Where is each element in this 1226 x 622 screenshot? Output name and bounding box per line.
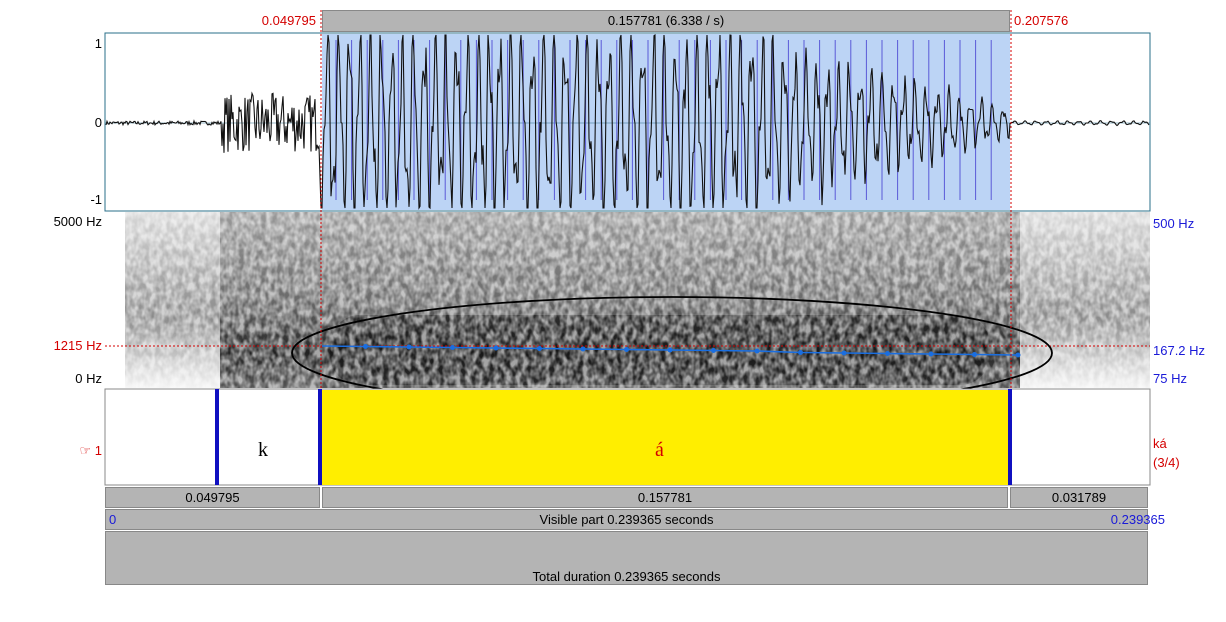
pitch-point: [407, 345, 412, 350]
amplitude-label: -1: [60, 192, 102, 207]
pitch-point: [929, 352, 934, 357]
boundary[interactable]: [1008, 389, 1012, 485]
visible-start: 0: [109, 510, 116, 529]
pitch-label: 75 Hz: [1153, 371, 1187, 386]
duration-cell[interactable]: 0.031789: [1010, 487, 1148, 508]
spectrogram-texture: [105, 212, 1150, 388]
pitch-point: [494, 346, 499, 351]
pitch-point: [450, 345, 455, 350]
frequency-label: 0 Hz: [20, 371, 102, 386]
praat-window: 0.049795 0.157781 (6.338 / s) 0.207576 1…: [0, 0, 1226, 585]
pitch-point: [363, 344, 368, 349]
visible-part-bar[interactable]: 0 Visible part 0.239365 seconds 0.239365: [105, 509, 1148, 530]
amplitude-label: 0: [60, 115, 102, 130]
pitch-label: 500 Hz: [1153, 216, 1194, 231]
boundary[interactable]: [318, 389, 322, 485]
selection-duration[interactable]: 0.157781 (6.338 / s): [322, 10, 1010, 32]
total-duration-bar[interactable]: Total duration 0.239365 seconds: [105, 531, 1148, 585]
pitch-point: [885, 351, 890, 356]
tier-info: ká: [1153, 436, 1167, 451]
pitch-point: [537, 346, 542, 351]
amplitude-label: 1: [60, 36, 102, 51]
cursor-frequency: 1215 Hz: [20, 338, 102, 353]
selection-start: 0.049795: [200, 13, 316, 28]
tier-info: (3/4): [1153, 455, 1180, 470]
pitch-point: [581, 347, 586, 352]
pitch-value: 167.2 Hz: [1153, 343, 1205, 358]
visible-part-label: Visible part 0.239365 seconds: [540, 512, 714, 527]
pitch-point: [972, 352, 977, 357]
frequency-label: 5000 Hz: [20, 214, 102, 229]
selected-interval[interactable]: [322, 390, 1009, 485]
pitch-point: [624, 347, 629, 352]
interval-text[interactable]: k: [258, 439, 268, 462]
selection-end: 0.207576: [1014, 13, 1068, 28]
duration-cell[interactable]: 0.049795: [105, 487, 320, 508]
interval-text[interactable]: á: [655, 439, 664, 462]
visible-end: 0.239365: [1111, 510, 1165, 529]
pitch-point: [755, 349, 760, 354]
pitch-point: [842, 351, 847, 356]
boundary[interactable]: [215, 389, 219, 485]
pitch-point: [668, 348, 673, 353]
tier-label[interactable]: ☞ 1: [40, 443, 102, 459]
duration-cell[interactable]: 0.157781: [322, 487, 1008, 508]
pitch-point: [1016, 353, 1021, 358]
pitch-point: [711, 348, 716, 353]
pitch-point: [798, 350, 803, 355]
